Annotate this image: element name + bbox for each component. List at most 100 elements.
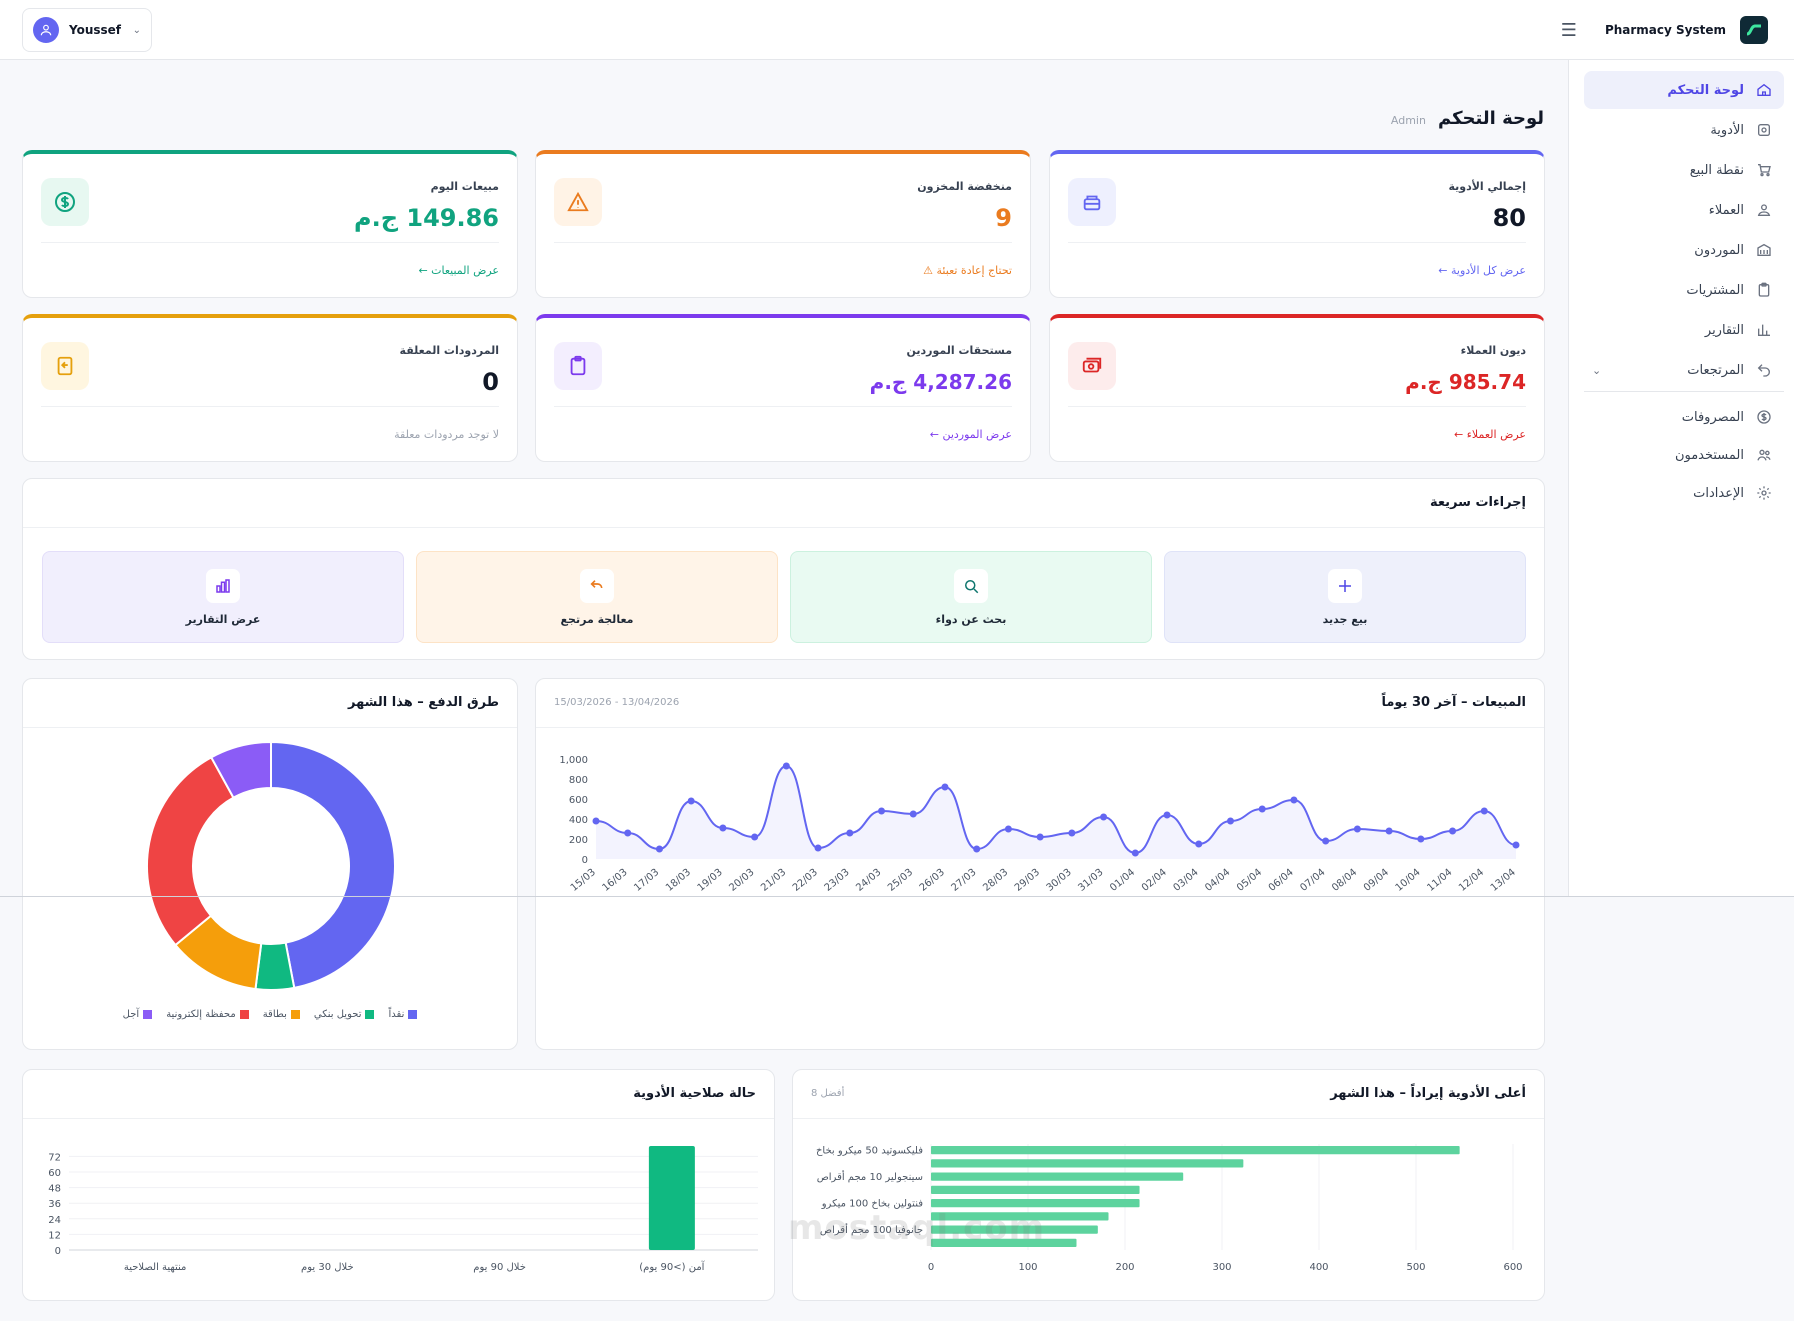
box-icon	[1068, 178, 1116, 226]
return-icon	[1757, 364, 1770, 377]
bar	[931, 1172, 1184, 1181]
bar	[931, 1212, 1109, 1221]
y-tick-label: 36	[48, 1199, 61, 1210]
data-point	[1195, 840, 1203, 848]
sidebar-item-users[interactable]: المستخدمون	[1584, 436, 1784, 474]
view-customers-link[interactable]: عرض العملاء ←	[1454, 428, 1526, 441]
bar	[931, 1159, 1244, 1168]
top-medicines-panel: أعلى الأدوية إيراداً – هذا الشهر أفضل 8 …	[792, 1069, 1545, 1301]
sidebar-item-medicines[interactable]: الأدوية	[1584, 111, 1784, 149]
chart-legend: نقداً تحويل بنكي بطاقة محفظة إلكترونية آجل	[23, 1009, 517, 1020]
brand-name: Pharmacy System	[1604, 23, 1726, 37]
sidebar-item-dashboard[interactable]: لوحة التحكم	[1584, 71, 1784, 109]
action-label: بحث عن دواء	[935, 612, 1007, 626]
x-tick-label: 05/04	[1235, 867, 1264, 894]
user-menu-button[interactable]: Youssef ⌄	[22, 8, 152, 52]
data-point	[1258, 805, 1266, 813]
warning-icon: ⚠	[923, 264, 934, 277]
x-tick-label: 200	[1115, 1262, 1134, 1273]
data-point	[1068, 829, 1076, 837]
y-tick-label: 24	[48, 1215, 61, 1226]
divider	[41, 406, 499, 407]
data-point	[1417, 835, 1425, 843]
process-return-button[interactable]: معالجة مرتجع	[416, 551, 778, 643]
chevron-down-icon: ⌄	[1592, 363, 1602, 377]
y-tick-label: 48	[48, 1184, 61, 1195]
x-tick-label: 26/03	[918, 867, 947, 894]
bar	[931, 1238, 1077, 1247]
cart-icon	[1758, 164, 1771, 177]
view-suppliers-link[interactable]: عرض الموردين ←	[929, 428, 1012, 441]
restock-link[interactable]: تحتاج إعادة تعبئة ⚠	[923, 264, 1012, 277]
sales-line-chart: 0 200 400 600 800 1,000 15/03 16/03 17/03 18/03 19…	[559, 755, 1520, 894]
top-bar: Youssef ⌄ ☰ Pharmacy System	[0, 0, 1794, 60]
pill-icon	[1758, 124, 1770, 136]
x-tick-label: 09/04	[1362, 867, 1391, 894]
view-reports-button[interactable]: عرض التقارير	[42, 551, 404, 643]
view-sales-link[interactable]: عرض المبيعات ←	[418, 264, 499, 277]
stat-card-supplier-dues: مستحقات الموردين 4,287.26 ج.م عرض المورد…	[535, 314, 1031, 462]
brand: ☰ Pharmacy System	[1561, 16, 1768, 44]
overlay-divider-line	[0, 896, 1794, 897]
action-label: معالجة مرتجع	[560, 612, 634, 626]
sidebar-item-returns[interactable]: ⌄ المرتجعات	[1584, 351, 1784, 389]
sidebar-item-pos[interactable]: نقطة البيع	[1584, 151, 1784, 189]
sidebar-item-purchases[interactable]: المشتريات	[1584, 271, 1784, 309]
top-medicines-bar-chart: 0 100 200 300 400 500 600 فليكسوتيد 50 ميكرو بخ…	[816, 1144, 1523, 1273]
y-tick-label: 12	[48, 1230, 61, 1241]
x-tick-label: 04/04	[1203, 867, 1232, 894]
sidebar-item-expenses[interactable]: المصروفات	[1584, 398, 1784, 436]
data-point	[687, 797, 695, 805]
x-tick-label: 22/03	[791, 867, 820, 894]
data-point	[909, 810, 917, 818]
quick-actions-panel: إجراءات سريعة بيع جديد بحث عن دواء معالج…	[22, 478, 1545, 660]
x-tick-label: 25/03	[886, 867, 915, 894]
x-tick-label: خلال 90 يوم	[473, 1262, 526, 1273]
stat-value: 985.74 ج.م	[1405, 370, 1526, 394]
stat-label: إجمالي الأدوية	[1448, 180, 1526, 193]
data-point	[1226, 817, 1234, 825]
y-tick-label: فنتولين بخاخ 100 ميكرو	[821, 1199, 923, 1210]
legend-swatch	[408, 1009, 418, 1019]
sidebar-item-settings[interactable]: الإعدادات	[1584, 474, 1784, 512]
y-tick-label: 800	[569, 775, 588, 786]
menu-icon[interactable]: ☰	[1560, 19, 1577, 41]
sidebar-item-label: الإعدادات	[1693, 485, 1744, 501]
receipt-return-icon	[41, 342, 89, 390]
x-tick-label: 13/04	[1489, 867, 1518, 894]
user-group-icon	[1757, 449, 1771, 461]
gear-icon	[1757, 486, 1771, 500]
data-point	[1100, 813, 1108, 821]
sidebar-item-label: المشتريات	[1686, 282, 1744, 298]
divider	[23, 727, 517, 728]
avatar	[33, 17, 59, 43]
legend-swatch	[365, 1009, 375, 1019]
sidebar-item-reports[interactable]: التقارير	[1584, 311, 1784, 349]
bar-chart-icon	[206, 568, 240, 603]
legend-swatch	[290, 1009, 300, 1019]
sidebar-item-suppliers[interactable]: الموردون	[1584, 231, 1784, 269]
sidebar-item-customers[interactable]: العملاء	[1584, 191, 1784, 229]
new-sale-button[interactable]: بيع جديد	[1164, 551, 1526, 643]
data-point	[1322, 837, 1330, 845]
data-point	[1290, 796, 1298, 804]
y-tick-label: 1,000	[559, 755, 588, 766]
x-tick-label: 20/03	[727, 867, 756, 894]
x-tick-label: 07/04	[1298, 867, 1327, 894]
expiry-bar-chart: 0 12 24 36 48 60 72 منتهية الصلاحية خلال 30 يوم خ…	[48, 1146, 758, 1273]
data-point	[846, 829, 854, 837]
sidebar-item-label: الموردون	[1694, 242, 1744, 258]
x-tick-label: 01/04	[1108, 867, 1137, 894]
stat-card-pending-returns: المردودات المعلقة 0 لا توجد مردودات معلق…	[22, 314, 518, 462]
x-tick-label: 29/03	[1013, 867, 1042, 894]
clipboard-icon	[554, 342, 602, 390]
legend-label: آجل	[122, 1009, 140, 1020]
page-header: لوحة التحكم Admin	[1391, 108, 1544, 129]
data-point	[1131, 849, 1139, 857]
search-medicine-button[interactable]: بحث عن دواء	[790, 551, 1152, 643]
y-tick-label: 60	[48, 1168, 61, 1179]
user-name: Youssef	[69, 23, 122, 37]
undo-icon	[580, 568, 614, 603]
data-point	[814, 844, 822, 852]
view-all-medicines-link[interactable]: عرض كل الأدوية ←	[1438, 264, 1526, 277]
